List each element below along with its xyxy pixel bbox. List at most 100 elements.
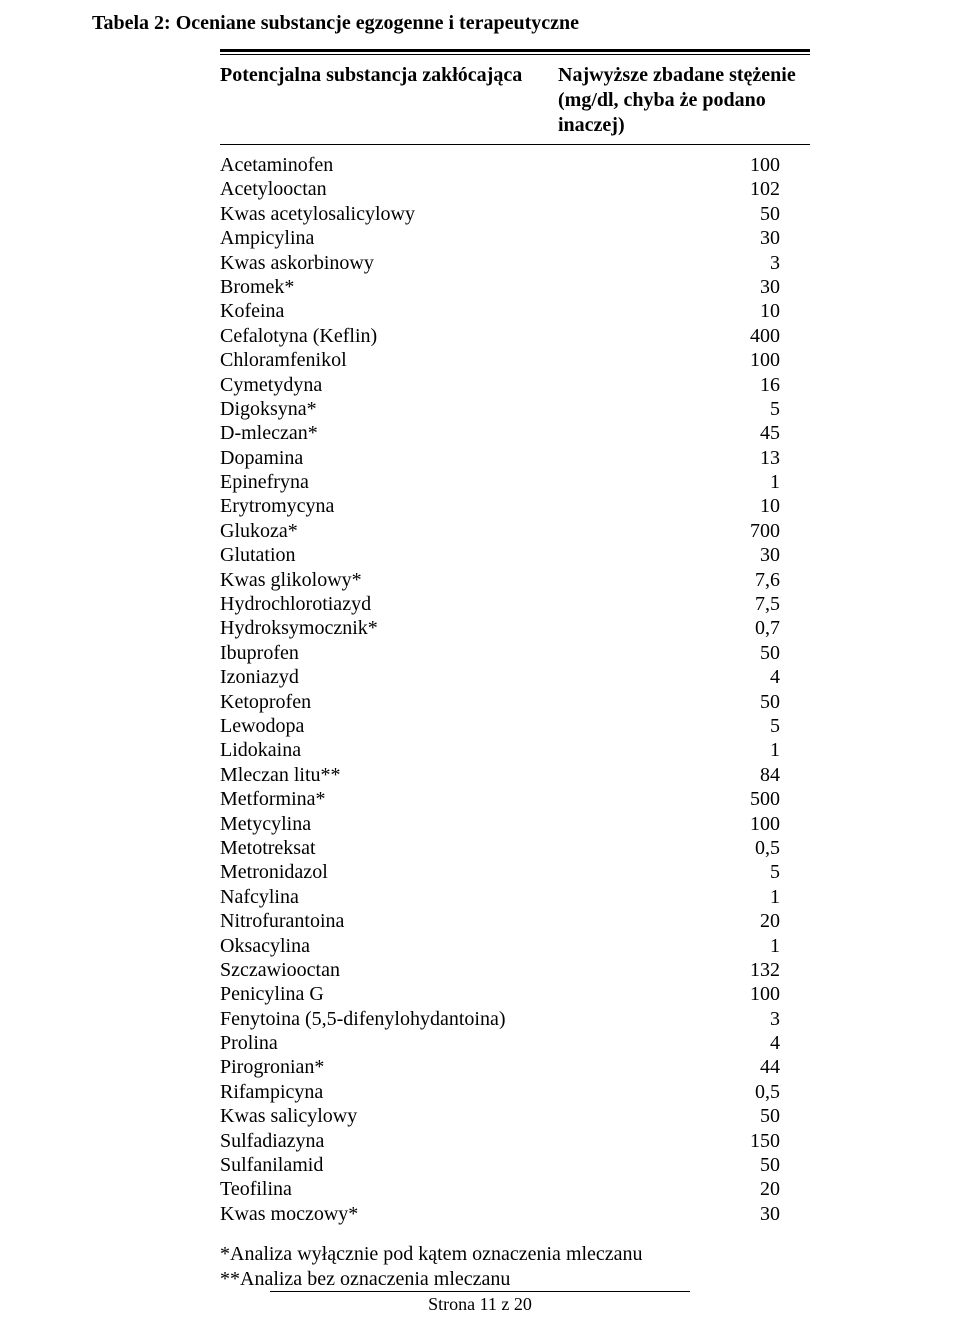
substance-value: 50 (580, 690, 788, 714)
substance-name: Chloramfenikol (220, 348, 580, 372)
table-rule-mid (220, 144, 810, 145)
substance-value: 1 (580, 885, 788, 909)
table-row: Fenytoina (5,5-difenylohydantoina)3 (220, 1007, 810, 1031)
substance-name: Kwas acetylosalicylowy (220, 202, 580, 226)
header-concentration-line1: Najwyższe zbadane stężenie (558, 64, 796, 86)
substance-value: 30 (580, 1202, 788, 1226)
header-concentration: Najwyższe zbadane stężenie (mg/dl, chyba… (558, 63, 810, 138)
substance-value: 50 (580, 202, 788, 226)
header-concentration-line2: (mg/dl, chyba że podano inaczej) (558, 89, 766, 136)
substance-name: Acetaminofen (220, 153, 580, 177)
table-row: Mleczan litu**84 (220, 763, 810, 787)
table-row: Rifampicyna0,5 (220, 1080, 810, 1104)
table-row: Pirogronian*44 (220, 1055, 810, 1079)
substance-value: 3 (580, 251, 788, 275)
substance-name: Metycylina (220, 812, 580, 836)
substance-name: Sulfadiazyna (220, 1129, 580, 1153)
substance-value: 7,5 (580, 592, 788, 616)
substance-name: Kwas salicylowy (220, 1104, 580, 1128)
table-row: Lidokaina1 (220, 738, 810, 762)
substance-name: Sulfanilamid (220, 1153, 580, 1177)
substance-name: Kwas askorbinowy (220, 251, 580, 275)
substance-name: Glutation (220, 543, 580, 567)
table-row: Nafcylina1 (220, 885, 810, 909)
substance-value: 102 (580, 177, 788, 201)
substance-name: Pirogronian* (220, 1055, 580, 1079)
substance-name: Erytromycyna (220, 494, 580, 518)
page-footer: Strona 11 z 20 (0, 1291, 960, 1315)
substance-value: 16 (580, 373, 788, 397)
substance-value: 50 (580, 641, 788, 665)
substance-name: Dopamina (220, 446, 580, 470)
table-body: Acetaminofen100Acetylooctan102Kwas acety… (220, 153, 810, 1226)
table-row: Kwas glikolowy*7,6 (220, 568, 810, 592)
table-row: Metronidazol5 (220, 860, 810, 884)
table-row: Glukoza*700 (220, 519, 810, 543)
table-row: Oksacylina1 (220, 934, 810, 958)
document-page: Tabela 2: Oceniane substancje egzogenne … (0, 0, 960, 1335)
substance-value: 100 (580, 982, 788, 1006)
substance-name: Ketoprofen (220, 690, 580, 714)
footnotes: *Analiza wyłącznie pod kątem oznaczenia … (220, 1242, 810, 1292)
substance-value: 50 (580, 1104, 788, 1128)
substance-value: 0,5 (580, 836, 788, 860)
table-row: Kofeina10 (220, 299, 810, 323)
substance-value: 1 (580, 470, 788, 494)
substance-name: Ampicylina (220, 226, 580, 250)
substance-value: 100 (580, 153, 788, 177)
substance-name: Prolina (220, 1031, 580, 1055)
substance-name: Kofeina (220, 299, 580, 323)
substance-name: Metronidazol (220, 860, 580, 884)
substance-name: Rifampicyna (220, 1080, 580, 1104)
substance-value: 3 (580, 1007, 788, 1031)
table-row: Digoksyna*5 (220, 397, 810, 421)
substance-value: 100 (580, 812, 788, 836)
substance-name: Acetylooctan (220, 177, 580, 201)
header-substance: Potencjalna substancja zakłócająca (220, 63, 558, 138)
substance-name: Cefalotyna (Keflin) (220, 324, 580, 348)
substance-name: Fenytoina (5,5-difenylohydantoina) (220, 1007, 580, 1031)
table-container: Potencjalna substancja zakłócająca Najwy… (220, 49, 810, 1292)
substance-name: Glukoza* (220, 519, 580, 543)
substance-name: Nitrofurantoina (220, 909, 580, 933)
substance-value: 500 (580, 787, 788, 811)
substance-name: Hydroksymocznik* (220, 616, 580, 640)
substance-value: 10 (580, 299, 788, 323)
substance-value: 50 (580, 1153, 788, 1177)
substance-value: 5 (580, 714, 788, 738)
table-row: Penicylina G100 (220, 982, 810, 1006)
substance-value: 1 (580, 934, 788, 958)
table-row: Metformina*500 (220, 787, 810, 811)
substance-name: Bromek* (220, 275, 580, 299)
table-rule-top (220, 49, 810, 55)
substance-name: Ibuprofen (220, 641, 580, 665)
substance-name: Penicylina G (220, 982, 580, 1006)
substance-value: 20 (580, 909, 788, 933)
substance-name: Digoksyna* (220, 397, 580, 421)
substance-value: 4 (580, 665, 788, 689)
substance-value: 84 (580, 763, 788, 787)
table-row: Kwas salicylowy50 (220, 1104, 810, 1128)
table-row: Dopamina13 (220, 446, 810, 470)
table-row: Chloramfenikol100 (220, 348, 810, 372)
table-row: Glutation30 (220, 543, 810, 567)
substance-value: 1 (580, 738, 788, 762)
substance-value: 30 (580, 275, 788, 299)
substance-value: 150 (580, 1129, 788, 1153)
substance-name: Izoniazyd (220, 665, 580, 689)
substance-name: Mleczan litu** (220, 763, 580, 787)
substance-value: 10 (580, 494, 788, 518)
substance-value: 13 (580, 446, 788, 470)
table-row: Lewodopa5 (220, 714, 810, 738)
substance-value: 30 (580, 226, 788, 250)
substance-name: Cymetydyna (220, 373, 580, 397)
table-row: Szczawiooctan132 (220, 958, 810, 982)
substance-name: Metotreksat (220, 836, 580, 860)
table-row: Ketoprofen50 (220, 690, 810, 714)
substance-value: 0,5 (580, 1080, 788, 1104)
table-row: Sulfadiazyna150 (220, 1129, 810, 1153)
substance-value: 30 (580, 543, 788, 567)
table-header-row: Potencjalna substancja zakłócająca Najwy… (220, 61, 810, 144)
table-row: Cymetydyna16 (220, 373, 810, 397)
substance-value: 4 (580, 1031, 788, 1055)
